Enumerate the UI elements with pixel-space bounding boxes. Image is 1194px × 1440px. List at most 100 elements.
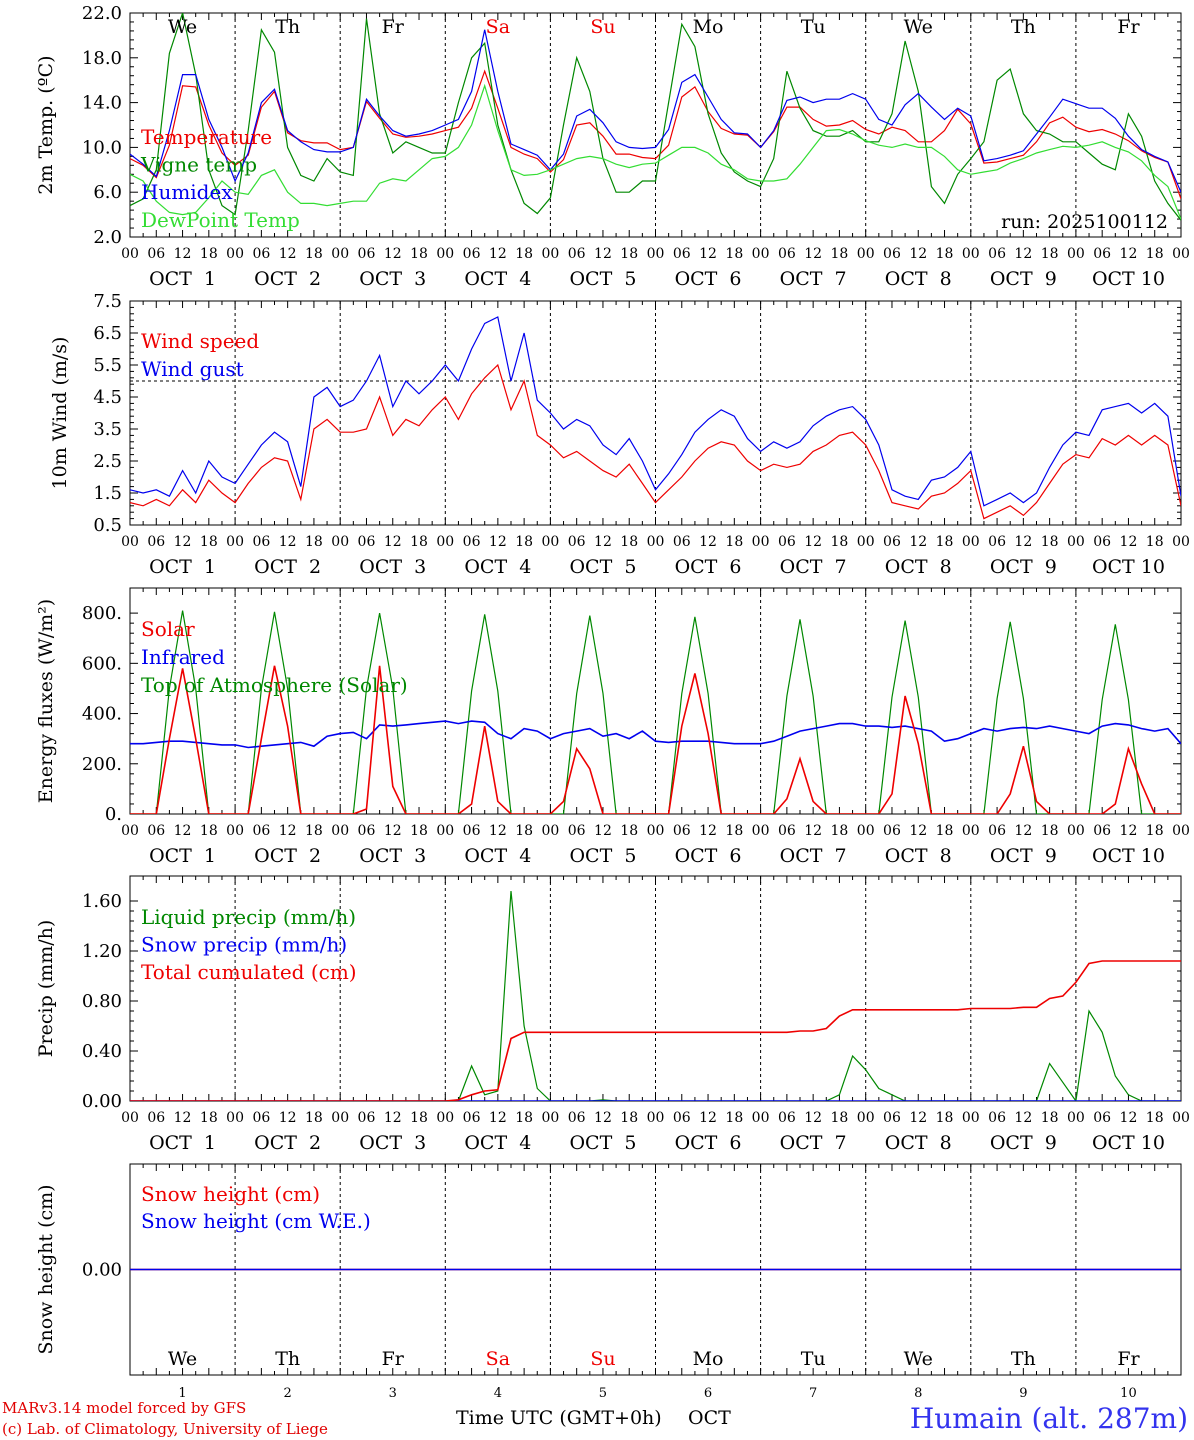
- day-number-label: 2: [284, 1386, 292, 1401]
- hour-tick-label: 06: [252, 534, 270, 550]
- date-label: OCT 10: [1092, 1132, 1165, 1154]
- date-label: OCT 5: [569, 556, 636, 578]
- hour-tick-label: 06: [883, 246, 901, 262]
- hour-tick-label: 06: [778, 823, 796, 839]
- hour-tick-label: 06: [1093, 246, 1111, 262]
- hour-tick-label: 12: [594, 246, 612, 262]
- y-tick-label: 200.: [82, 754, 122, 775]
- y-axis-label: Precip (mm/h): [35, 920, 57, 1058]
- panel-wind: 0.5 1.5 2.5 3.5 4.5 5.5 6.5 7.5 10m Wind (m/s) Wi…: [49, 291, 1190, 578]
- y-tick-label: 0.: [105, 804, 122, 825]
- weekday-label: Sa: [486, 16, 510, 38]
- hour-tick-label: 18: [831, 823, 849, 839]
- day-number-label: 1: [178, 1386, 186, 1401]
- hour-tick-label: 12: [384, 823, 402, 839]
- series-line-infrared: [130, 720, 1181, 749]
- hour-tick-label: 12: [804, 246, 822, 262]
- hour-tick-label: 06: [147, 534, 165, 550]
- y-tick-label: 22.0: [82, 3, 122, 24]
- series-line-wind-speed: [130, 363, 1181, 520]
- hour-tick-label: 18: [515, 246, 533, 262]
- hour-tick-label: 00: [647, 823, 665, 839]
- hour-tick-label: 18: [410, 1110, 428, 1126]
- y-tick-label: 6.0: [93, 182, 122, 203]
- hour-tick-label: 18: [410, 534, 428, 550]
- hour-tick-label: 06: [252, 1110, 270, 1126]
- date-label: OCT 5: [569, 1132, 636, 1154]
- date-label: OCT 8: [885, 845, 952, 867]
- hour-tick-label: 18: [620, 1110, 638, 1126]
- hour-tick-label: 18: [725, 1110, 743, 1126]
- date-label: OCT 6: [675, 268, 742, 290]
- footer-credit: (c) Lab. of Climatology, University of L…: [2, 1420, 328, 1438]
- date-label: OCT 2: [254, 845, 321, 867]
- hour-tick-label: 18: [1041, 823, 1059, 839]
- hour-tick-label: 00: [436, 246, 454, 262]
- hour-tick-label: 18: [410, 246, 428, 262]
- hour-tick-label: 12: [489, 534, 507, 550]
- series-line-dewpoint-temp: [130, 83, 1181, 220]
- hour-tick-label: 06: [463, 246, 481, 262]
- hour-tick-label: 06: [988, 246, 1006, 262]
- hour-tick-label: 00: [436, 534, 454, 550]
- hour-tick-label: 06: [358, 1110, 376, 1126]
- legend-entry: Infrared: [141, 645, 225, 669]
- date-label: OCT 8: [885, 556, 952, 578]
- hour-tick-label: 00: [226, 246, 244, 262]
- date-label: OCT 9: [990, 268, 1057, 290]
- y-tick-label: 0.40: [82, 1041, 122, 1062]
- hour-tick-label: 12: [174, 1110, 192, 1126]
- legend-entry: Wind gust: [141, 357, 244, 381]
- hour-tick-label: 00: [226, 534, 244, 550]
- hour-tick-label: 12: [1120, 534, 1138, 550]
- y-tick-label: 3.5: [93, 419, 122, 440]
- hour-tick-label: 18: [200, 534, 218, 550]
- legend-entry: Total cumulated (cm): [141, 960, 357, 984]
- hour-tick-label: 06: [673, 246, 691, 262]
- date-label: OCT 7: [780, 1132, 847, 1154]
- hour-tick-label: 00: [857, 823, 875, 839]
- y-tick-label: 2.5: [93, 451, 122, 472]
- hour-tick-label: 12: [384, 246, 402, 262]
- hour-tick-label: 06: [883, 823, 901, 839]
- panel-precip: 0.00 0.40 0.80 1.20 1.60 Precip (mm/h) Liquid …: [35, 875, 1190, 1154]
- hour-tick-label: 12: [174, 823, 192, 839]
- day-number-label: 10: [1120, 1386, 1137, 1401]
- hour-tick-label: 00: [121, 534, 139, 550]
- hour-tick-label: 00: [647, 246, 665, 262]
- weekday-label: We: [168, 1348, 197, 1370]
- hour-tick-label: 00: [962, 823, 980, 839]
- hour-tick-label: 00: [752, 246, 770, 262]
- hour-tick-label: 12: [174, 246, 192, 262]
- date-label: OCT 7: [780, 268, 847, 290]
- footer-time-axis: Time UTC (GMT+0h): [456, 1407, 662, 1429]
- hour-tick-label: 12: [909, 246, 927, 262]
- hour-tick-label: 00: [962, 1110, 980, 1126]
- date-label: OCT 4: [464, 845, 531, 867]
- footer-model: MARv3.14 model forced by GFS: [2, 1399, 246, 1417]
- hour-tick-label: 18: [936, 823, 954, 839]
- date-label: OCT 4: [464, 1132, 531, 1154]
- weekday-label: Su: [590, 16, 615, 38]
- hour-tick-label: 18: [515, 1110, 533, 1126]
- date-label: OCT 3: [359, 1132, 426, 1154]
- date-label: OCT 6: [675, 845, 742, 867]
- hour-tick-label: 06: [1093, 534, 1111, 550]
- hour-tick-label: 06: [778, 246, 796, 262]
- legend-entry: Humidex: [141, 180, 233, 204]
- hour-tick-label: 18: [831, 246, 849, 262]
- date-label: OCT 2: [254, 1132, 321, 1154]
- hour-tick-label: 18: [725, 246, 743, 262]
- hour-tick-label: 12: [804, 823, 822, 839]
- y-tick-label: 2.0: [93, 227, 122, 248]
- weekday-label: Mo: [693, 16, 724, 38]
- weekday-label: We: [904, 16, 933, 38]
- hour-tick-label: 18: [620, 823, 638, 839]
- weekday-label: Mo: [693, 1348, 724, 1370]
- weekday-label: Fr: [1117, 1348, 1140, 1370]
- date-label: OCT 9: [990, 845, 1057, 867]
- weekday-label: Fr: [382, 16, 405, 38]
- hour-tick-label: 06: [147, 246, 165, 262]
- y-tick-label: 0.5: [93, 515, 122, 536]
- weekday-label: We: [904, 1348, 933, 1370]
